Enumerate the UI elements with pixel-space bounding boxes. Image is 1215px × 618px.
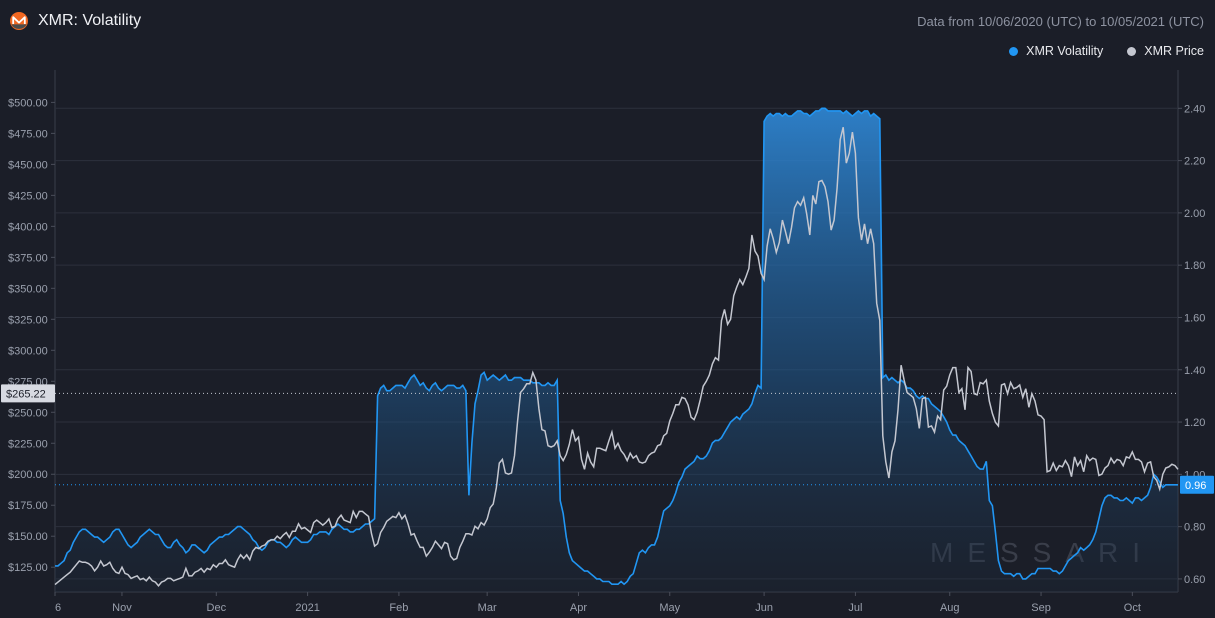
left-tick-label: $175.00: [8, 500, 48, 512]
x-tick-label: Mar: [478, 602, 497, 614]
left-tick-label: $325.00: [8, 314, 48, 326]
gridlines: [54, 70, 1179, 593]
legend: XMR Volatility XMR Price: [1009, 44, 1204, 58]
x-tick-label: Aug: [940, 602, 960, 614]
left-tick-label: $500.00: [8, 97, 48, 109]
left-tick-label: $475.00: [8, 128, 48, 140]
right-tick-label: 2.00: [1184, 208, 1205, 220]
x-tick-label: Jun: [755, 602, 773, 614]
left-tick-label: $250.00: [8, 407, 48, 419]
right-axis: 0.600.801.001.201.401.601.802.002.202.40: [1178, 103, 1205, 586]
left-tick-label: $300.00: [8, 345, 48, 357]
chart-header: XMR: Volatility Data from 10/06/2020 (UT…: [0, 0, 1215, 70]
price-line: [54, 127, 1179, 587]
left-tick-label: $150.00: [8, 531, 48, 543]
price-badge-label: $265.22: [6, 388, 46, 400]
left-tick-label: $225.00: [8, 438, 48, 450]
volatility-badge-label: 0.96: [1185, 480, 1206, 492]
left-tick-label: $125.00: [8, 562, 48, 574]
x-tick-label: Jul: [848, 602, 862, 614]
right-tick-label: 0.80: [1184, 522, 1205, 534]
left-tick-label: $350.00: [8, 283, 48, 295]
left-tick-label: $400.00: [8, 221, 48, 233]
chart-title: XMR: Volatility: [38, 12, 142, 29]
x-tick-label: Oct: [1124, 602, 1141, 614]
right-tick-label: 1.80: [1184, 260, 1205, 272]
x-tick-label: 2021: [295, 602, 319, 614]
legend-label: XMR Price: [1144, 44, 1204, 58]
price-badge: $265.22: [1, 384, 55, 403]
volatility-line: [55, 107, 1178, 586]
left-axis: $125.00 $150.00 $175.00 $200.00 $225.00 $250.…: [8, 97, 55, 574]
date-range-label: Data from 10/06/2020 (UTC) to 10/05/2021…: [917, 14, 1204, 29]
left-tick-label: $375.00: [8, 252, 48, 264]
legend-dot-icon: [1127, 46, 1137, 56]
left-tick-label: $425.00: [8, 190, 48, 202]
x-axis: 6 Nov Dec 2021 Feb Mar Apr May Jun Jul Aug Sep Oct: [54, 592, 1141, 614]
right-tick-label: 2.40: [1184, 103, 1205, 115]
legend-label: XMR Volatility: [1026, 44, 1104, 58]
x-tick-label: Apr: [570, 602, 587, 614]
right-tick-label: 1.60: [1184, 312, 1205, 324]
right-tick-label: 2.20: [1184, 156, 1205, 168]
left-tick-label: $200.00: [8, 469, 48, 481]
right-tick-label: 1.20: [1184, 417, 1205, 429]
legend-item-price[interactable]: XMR Price: [1127, 44, 1204, 58]
right-tick-label: 0.60: [1184, 574, 1205, 586]
volatility-badge: 0.96: [1180, 475, 1214, 494]
x-tick-label: Dec: [207, 602, 227, 614]
volatility-area: [55, 108, 1178, 593]
legend-dot-icon: [1009, 46, 1019, 56]
x-tick-label: 6: [55, 602, 61, 614]
x-tick-label: Feb: [389, 602, 408, 614]
legend-item-volatility[interactable]: XMR Volatility: [1009, 44, 1103, 58]
left-tick-label: $450.00: [8, 159, 48, 171]
right-tick-label: 1.40: [1184, 365, 1205, 377]
x-tick-label: May: [659, 602, 680, 614]
monero-logo-icon: [10, 12, 28, 30]
x-tick-label: Nov: [112, 602, 132, 614]
x-tick-label: Sep: [1031, 602, 1051, 614]
